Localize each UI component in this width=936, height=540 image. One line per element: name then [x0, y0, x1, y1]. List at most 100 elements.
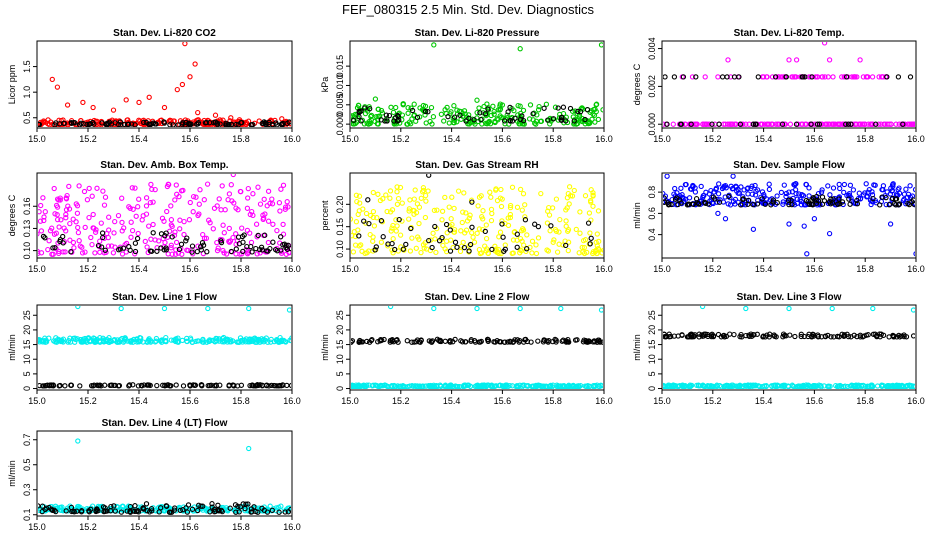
data-point: [719, 74, 726, 80]
data-point: [576, 113, 583, 120]
data-point: [689, 382, 695, 389]
data-point: [426, 174, 432, 178]
data-point: [351, 233, 355, 239]
data-point: [89, 193, 95, 199]
data-point: [696, 331, 702, 337]
data-point: [80, 99, 86, 106]
data-point: [556, 229, 562, 235]
data-point: [243, 120, 250, 126]
data-point: [584, 107, 591, 113]
data-point: [115, 212, 122, 219]
data-point: [438, 111, 445, 117]
data-point: [102, 508, 109, 514]
data-point: [491, 111, 497, 117]
data-point: [547, 228, 553, 234]
panel-9: Stan. Dev. Line 3 Flow 15.0 15.2 15.4 15.6 15…: [632, 292, 925, 406]
data-point: [200, 336, 206, 343]
panel-title: Stan. Dev. Li-820 Pressure: [415, 28, 540, 39]
data-point: [864, 194, 870, 200]
data-point: [127, 338, 133, 344]
data-point: [434, 207, 440, 213]
y-axis-label: percent: [320, 200, 330, 231]
data-point: [489, 210, 495, 217]
data-point: [576, 250, 582, 256]
data-point: [481, 382, 488, 388]
data-point: [38, 121, 44, 127]
data-point: [480, 208, 486, 214]
data-point: [195, 109, 201, 116]
y-tick-label: 0.15: [335, 218, 345, 236]
x-tick-label: 15.4: [130, 396, 148, 406]
data-point: [431, 42, 437, 48]
data-point: [379, 219, 386, 225]
data-point: [168, 245, 174, 251]
data-point: [715, 210, 721, 217]
data-point: [187, 382, 193, 388]
data-point: [60, 240, 66, 246]
data-point: [161, 119, 167, 125]
data-point: [189, 243, 196, 249]
data-point: [461, 190, 467, 196]
data-point: [246, 306, 252, 312]
data-point: [601, 247, 603, 253]
data-point: [239, 251, 245, 257]
data-point: [278, 186, 284, 192]
data-point: [288, 382, 291, 389]
data-point: [356, 113, 362, 120]
data-point: [164, 382, 170, 388]
data-point: [912, 202, 915, 208]
data-point: [461, 383, 468, 389]
data-point: [146, 94, 152, 100]
data-point: [56, 224, 62, 230]
data-point: [365, 197, 371, 203]
data-point: [678, 121, 684, 127]
data-point: [43, 339, 50, 345]
data-point: [698, 183, 704, 190]
data-point: [769, 121, 775, 127]
data-point: [551, 237, 557, 243]
data-point: [825, 183, 831, 189]
data-point: [174, 86, 180, 93]
data-point: [722, 216, 729, 222]
data-point: [239, 225, 245, 231]
data-point: [482, 111, 489, 117]
panel-title: Stan. Dev. Li-820 Temp.: [734, 28, 845, 39]
data-point: [240, 239, 246, 245]
data-point: [249, 382, 255, 389]
data-point: [244, 227, 251, 234]
data-point: [895, 186, 901, 193]
data-point: [595, 116, 602, 123]
data-point: [572, 337, 579, 343]
data-point: [565, 239, 572, 245]
data-point: [798, 121, 805, 127]
data-point: [249, 509, 255, 515]
data-point: [158, 337, 164, 344]
data-point: [38, 250, 41, 257]
data-point: [684, 202, 691, 208]
data-point: [826, 199, 833, 205]
data-point: [214, 247, 221, 254]
data-point: [58, 507, 65, 514]
data-point: [139, 217, 145, 223]
data-point: [483, 222, 489, 228]
x-tick-label: 15.0: [653, 134, 671, 144]
data-point: [420, 185, 427, 191]
data-point: [135, 204, 141, 210]
y-tick-label: 0.4: [647, 228, 657, 241]
data-point: [132, 240, 139, 246]
data-point: [51, 185, 57, 192]
data-point: [77, 243, 83, 249]
panel-10: Stan. Dev. Line 4 (LT) Flow 15.0 15.2 15.4 1…: [7, 418, 301, 532]
data-point: [205, 306, 211, 312]
data-point: [196, 201, 202, 207]
x-tick-label: 16.0: [907, 134, 925, 144]
data-point: [393, 217, 399, 223]
data-point: [478, 116, 484, 123]
y-tick-label: 0.16: [22, 197, 32, 215]
data-point: [106, 339, 113, 345]
x-tick-label: 15.8: [544, 134, 562, 144]
data-point: [142, 238, 148, 245]
data-point: [853, 382, 859, 388]
data-point: [581, 337, 587, 343]
